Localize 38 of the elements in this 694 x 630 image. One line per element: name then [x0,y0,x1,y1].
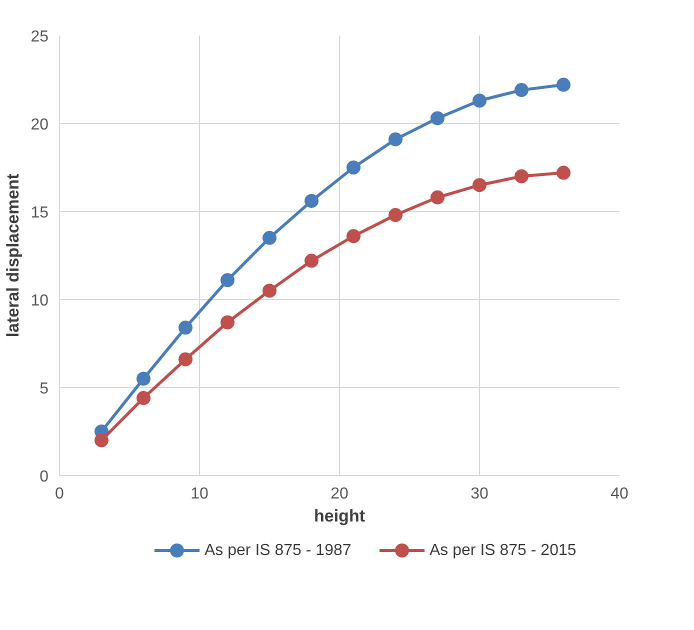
point [262,284,276,298]
point [430,190,444,204]
y-tick-label: 0 [40,468,49,486]
point [472,178,486,192]
point [304,254,318,268]
point [262,230,276,245]
x-tick-label: 0 [55,486,64,502]
point [94,433,108,448]
point [178,320,192,335]
point [388,208,402,222]
x-tick-label: 20 [330,486,348,502]
x-tick-label: 40 [610,486,628,502]
y-tick-label: 10 [30,292,49,310]
x-tick-label: 30 [470,486,488,502]
point [472,94,486,108]
point [430,111,444,126]
point [304,194,318,208]
legend-label: As per IS 875 - 1987 [204,542,352,559]
point [136,372,150,386]
x-tick-label: 10 [190,486,208,502]
point [556,78,570,92]
point [346,160,360,174]
point [220,273,234,288]
point [136,391,150,406]
point [220,315,234,330]
y-axis-title: lateral displacement [4,173,23,338]
point [388,132,402,146]
y-tick-label: 25 [30,28,49,46]
legend-label: As per IS 875 - 2015 [430,542,576,559]
point [556,166,570,180]
y-tick-label: 5 [40,380,49,398]
point [346,229,360,244]
point [514,169,528,184]
y-tick-label: 20 [30,116,49,134]
y-tick-label: 15 [30,204,49,222]
point [178,352,192,366]
x-axis-title: height [314,506,366,526]
point [514,83,528,98]
